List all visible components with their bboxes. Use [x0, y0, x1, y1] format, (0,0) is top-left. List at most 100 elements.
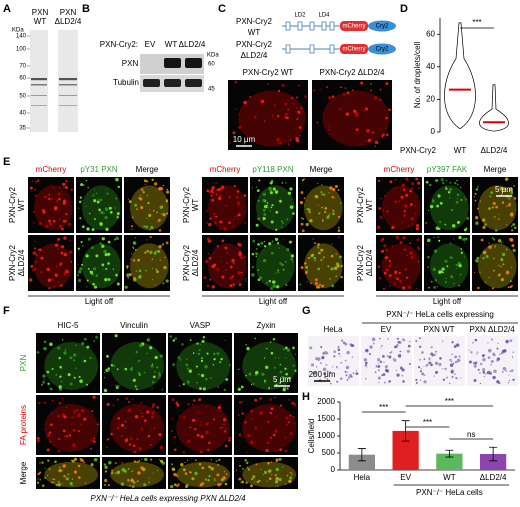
speck — [174, 448, 177, 451]
speck — [314, 194, 319, 199]
speck — [328, 125, 331, 128]
speck — [365, 140, 368, 142]
speck — [377, 362, 379, 364]
speck — [138, 373, 141, 376]
speck — [303, 204, 305, 206]
speck — [453, 373, 456, 375]
speck — [83, 337, 87, 341]
speck — [200, 373, 205, 378]
speck — [450, 275, 454, 279]
micrograph — [312, 80, 392, 150]
speck — [220, 416, 222, 418]
speck — [89, 356, 92, 360]
speck — [275, 383, 278, 386]
speck — [41, 428, 44, 431]
speck — [388, 355, 392, 359]
speck — [456, 193, 460, 197]
speck — [70, 459, 73, 462]
speck — [436, 204, 440, 208]
cell-body — [429, 243, 469, 289]
speck — [228, 364, 231, 366]
blot-band — [143, 79, 160, 87]
speck — [505, 369, 508, 372]
speck — [255, 370, 259, 375]
speck — [185, 358, 188, 361]
speck — [81, 225, 85, 229]
speck — [224, 444, 228, 448]
speck — [322, 257, 324, 259]
speck — [260, 468, 262, 471]
tag-label: Cry2 — [376, 24, 389, 30]
image-frame — [361, 336, 412, 386]
cell-body — [110, 404, 165, 452]
speck — [58, 468, 62, 473]
speck — [284, 346, 288, 350]
speck — [473, 195, 476, 198]
speck — [460, 248, 463, 250]
speck — [132, 444, 136, 448]
speck — [285, 416, 289, 420]
unit-label: KDa — [207, 53, 219, 59]
speck — [509, 285, 512, 289]
speck — [80, 183, 82, 185]
speck — [91, 410, 94, 413]
speck — [392, 358, 395, 360]
cry2-tag — [368, 43, 396, 55]
speck — [132, 259, 136, 262]
speck — [46, 370, 50, 374]
speck — [493, 238, 496, 241]
x-tick-label: ΔLD2/4 — [480, 473, 507, 482]
speck — [294, 353, 297, 355]
speck — [416, 238, 420, 242]
speck — [430, 352, 433, 356]
speck — [199, 387, 202, 391]
speck — [129, 484, 131, 487]
speck — [148, 213, 152, 217]
speck — [57, 346, 61, 350]
speck — [456, 267, 458, 270]
speck — [401, 183, 405, 187]
speck — [251, 477, 254, 481]
speck — [347, 371, 349, 374]
speck — [456, 198, 459, 200]
speck — [216, 245, 219, 248]
speck — [330, 382, 332, 385]
speck — [459, 186, 462, 189]
speck — [315, 357, 319, 361]
speck — [269, 210, 271, 212]
speck — [440, 178, 444, 182]
domain-label: LD4 — [318, 13, 330, 19]
speck — [496, 359, 499, 362]
speck — [170, 484, 174, 489]
speck — [172, 468, 176, 472]
speck — [223, 423, 225, 426]
speck — [338, 352, 341, 355]
speck — [451, 341, 454, 344]
blot-band — [185, 79, 202, 87]
speck — [488, 207, 491, 210]
blot-band — [164, 79, 181, 87]
lane-label: PXN — [32, 8, 49, 17]
speck — [492, 269, 495, 272]
speck — [99, 222, 103, 226]
speck — [48, 193, 51, 196]
speck — [220, 357, 223, 361]
speck — [69, 382, 73, 386]
speck — [224, 430, 227, 433]
tag-label: mCherry — [342, 24, 365, 30]
marker-label: 60 — [208, 62, 215, 68]
micrograph — [36, 333, 100, 393]
speck — [271, 474, 273, 476]
row-label: ΔLD2/4 — [191, 249, 200, 276]
speck — [271, 204, 274, 207]
row-label: PXN — [19, 355, 28, 372]
speck — [456, 183, 459, 186]
speck — [275, 416, 277, 418]
speck — [192, 352, 195, 355]
scale-label: 5 μm — [273, 375, 291, 384]
speck — [269, 181, 273, 185]
speck — [241, 480, 245, 484]
row-label: FA proteins — [19, 405, 28, 445]
speck — [383, 287, 385, 290]
speck — [228, 221, 231, 225]
